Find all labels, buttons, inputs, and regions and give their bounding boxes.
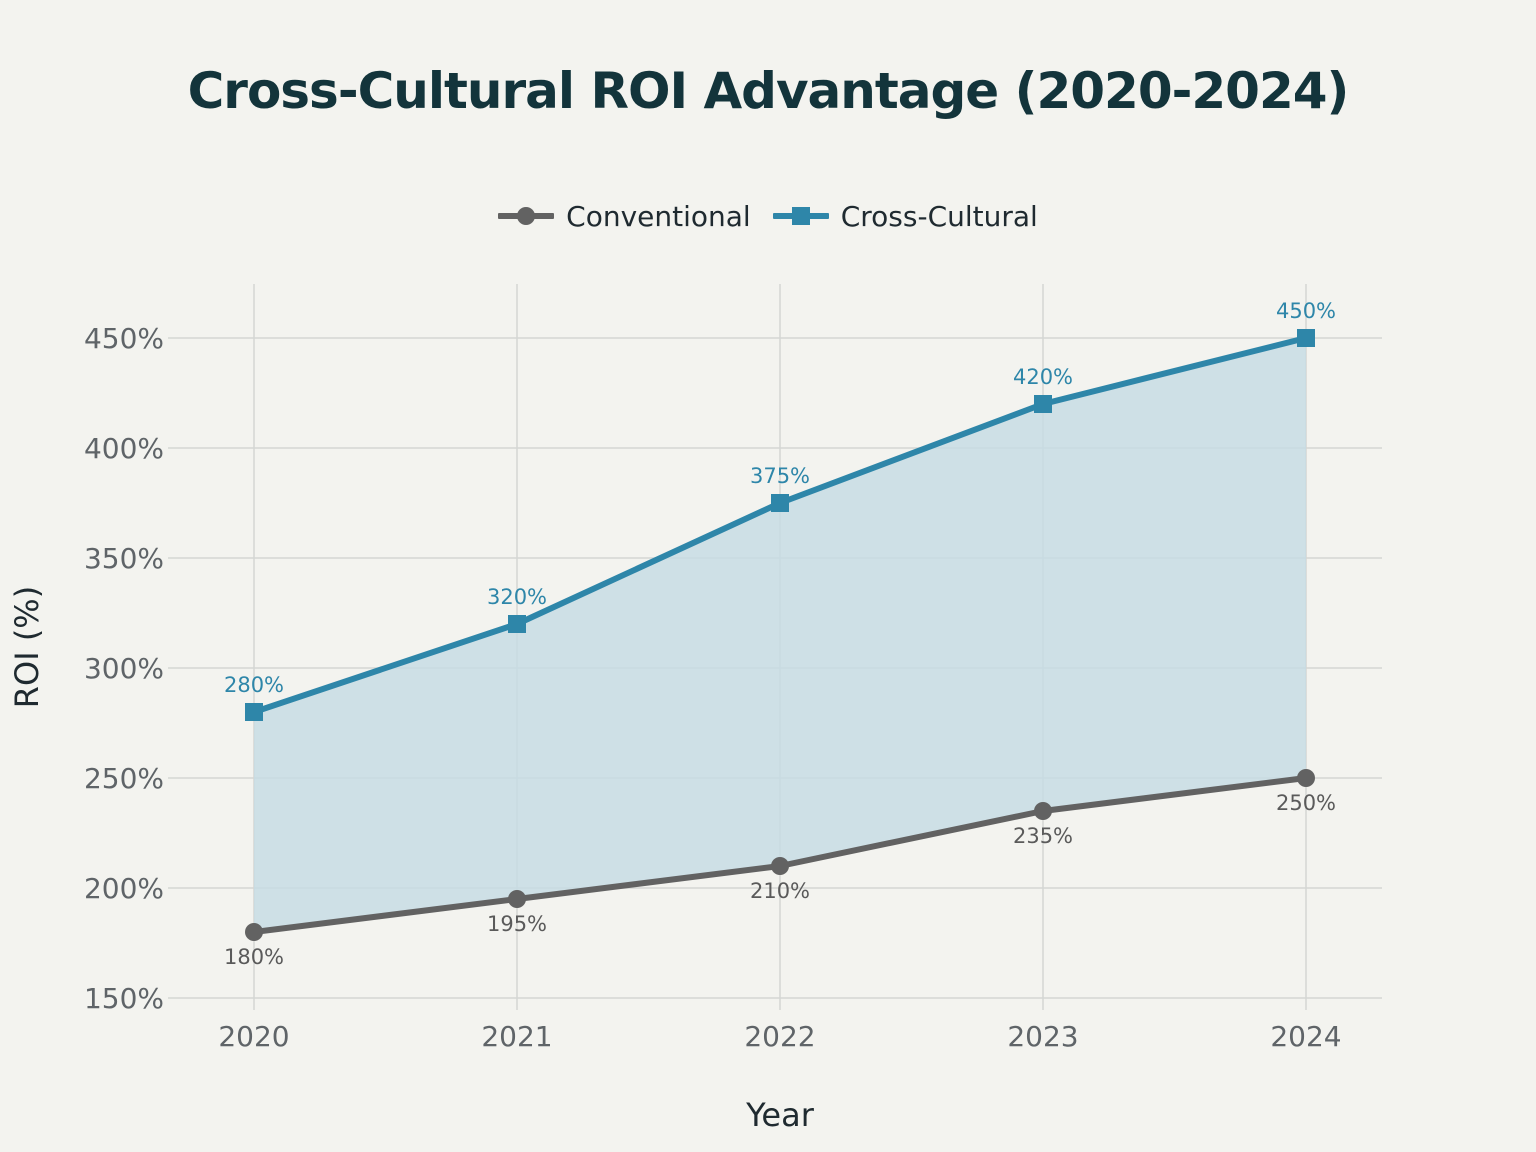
legend: Conventional Cross-Cultural: [0, 196, 1536, 236]
series-lines: [245, 329, 1315, 941]
y-tick-label: 150%: [84, 982, 164, 1015]
legend-swatch-cross-cultural: [772, 196, 829, 236]
data-label-cross-cultural: 320%: [487, 585, 547, 609]
point-conventional: [771, 857, 789, 875]
y-tick-label: 450%: [84, 322, 164, 355]
point-cross-cultural: [1297, 329, 1315, 347]
data-label-conventional: 235%: [1013, 824, 1073, 848]
point-cross-cultural: [508, 615, 526, 633]
x-tick-label: 2021: [481, 1020, 552, 1053]
x-tick-label: 2024: [1270, 1020, 1341, 1053]
data-label-cross-cultural: 420%: [1013, 365, 1073, 389]
point-conventional: [1034, 802, 1052, 820]
x-tick-label: 2020: [218, 1020, 289, 1053]
point-cross-cultural: [771, 494, 789, 512]
y-axis-title: ROI (%): [8, 586, 46, 708]
data-label-conventional: 180%: [224, 945, 284, 969]
data-label-cross-cultural: 375%: [750, 464, 810, 488]
point-conventional: [245, 923, 263, 941]
point-cross-cultural: [1034, 395, 1052, 413]
x-axis-title: Year: [745, 1096, 815, 1134]
data-labels: 180% 195% 210% 235% 250% 280% 320% 375% 420% 450%: [224, 299, 1336, 969]
data-label-conventional: 250%: [1276, 791, 1336, 815]
data-label-conventional: 210%: [750, 879, 810, 903]
point-conventional: [508, 890, 526, 908]
y-tick-label: 300%: [84, 652, 164, 685]
legend-swatch-conventional: [498, 196, 555, 236]
legend-item-cross-cultural[interactable]: Cross-Cultural: [772, 196, 1038, 236]
axes: 150% 200% 250% 300% 350% 400% 450% 2020 2021 2022…: [8, 322, 1342, 1134]
legend-label-conventional: Conventional: [566, 199, 751, 233]
data-label-cross-cultural: 280%: [224, 673, 284, 697]
y-tick-label: 200%: [84, 872, 164, 905]
y-tick-label: 350%: [84, 542, 164, 575]
x-tick-label: 2022: [744, 1020, 815, 1053]
legend-label-cross-cultural: Cross-Cultural: [840, 199, 1038, 233]
legend-item-conventional[interactable]: Conventional: [498, 196, 751, 236]
area-between-series: [254, 338, 1306, 932]
y-tick-label: 250%: [84, 762, 164, 795]
chart-title: Cross-Cultural ROI Advantage (2020-2024): [187, 62, 1350, 120]
y-tick-label: 400%: [84, 432, 164, 465]
point-cross-cultural: [245, 703, 263, 721]
area-fill: [254, 338, 1306, 932]
data-label-cross-cultural: 450%: [1276, 299, 1336, 323]
point-conventional: [1297, 769, 1315, 787]
x-tick-label: 2023: [1007, 1020, 1078, 1053]
data-label-conventional: 195%: [487, 912, 547, 936]
